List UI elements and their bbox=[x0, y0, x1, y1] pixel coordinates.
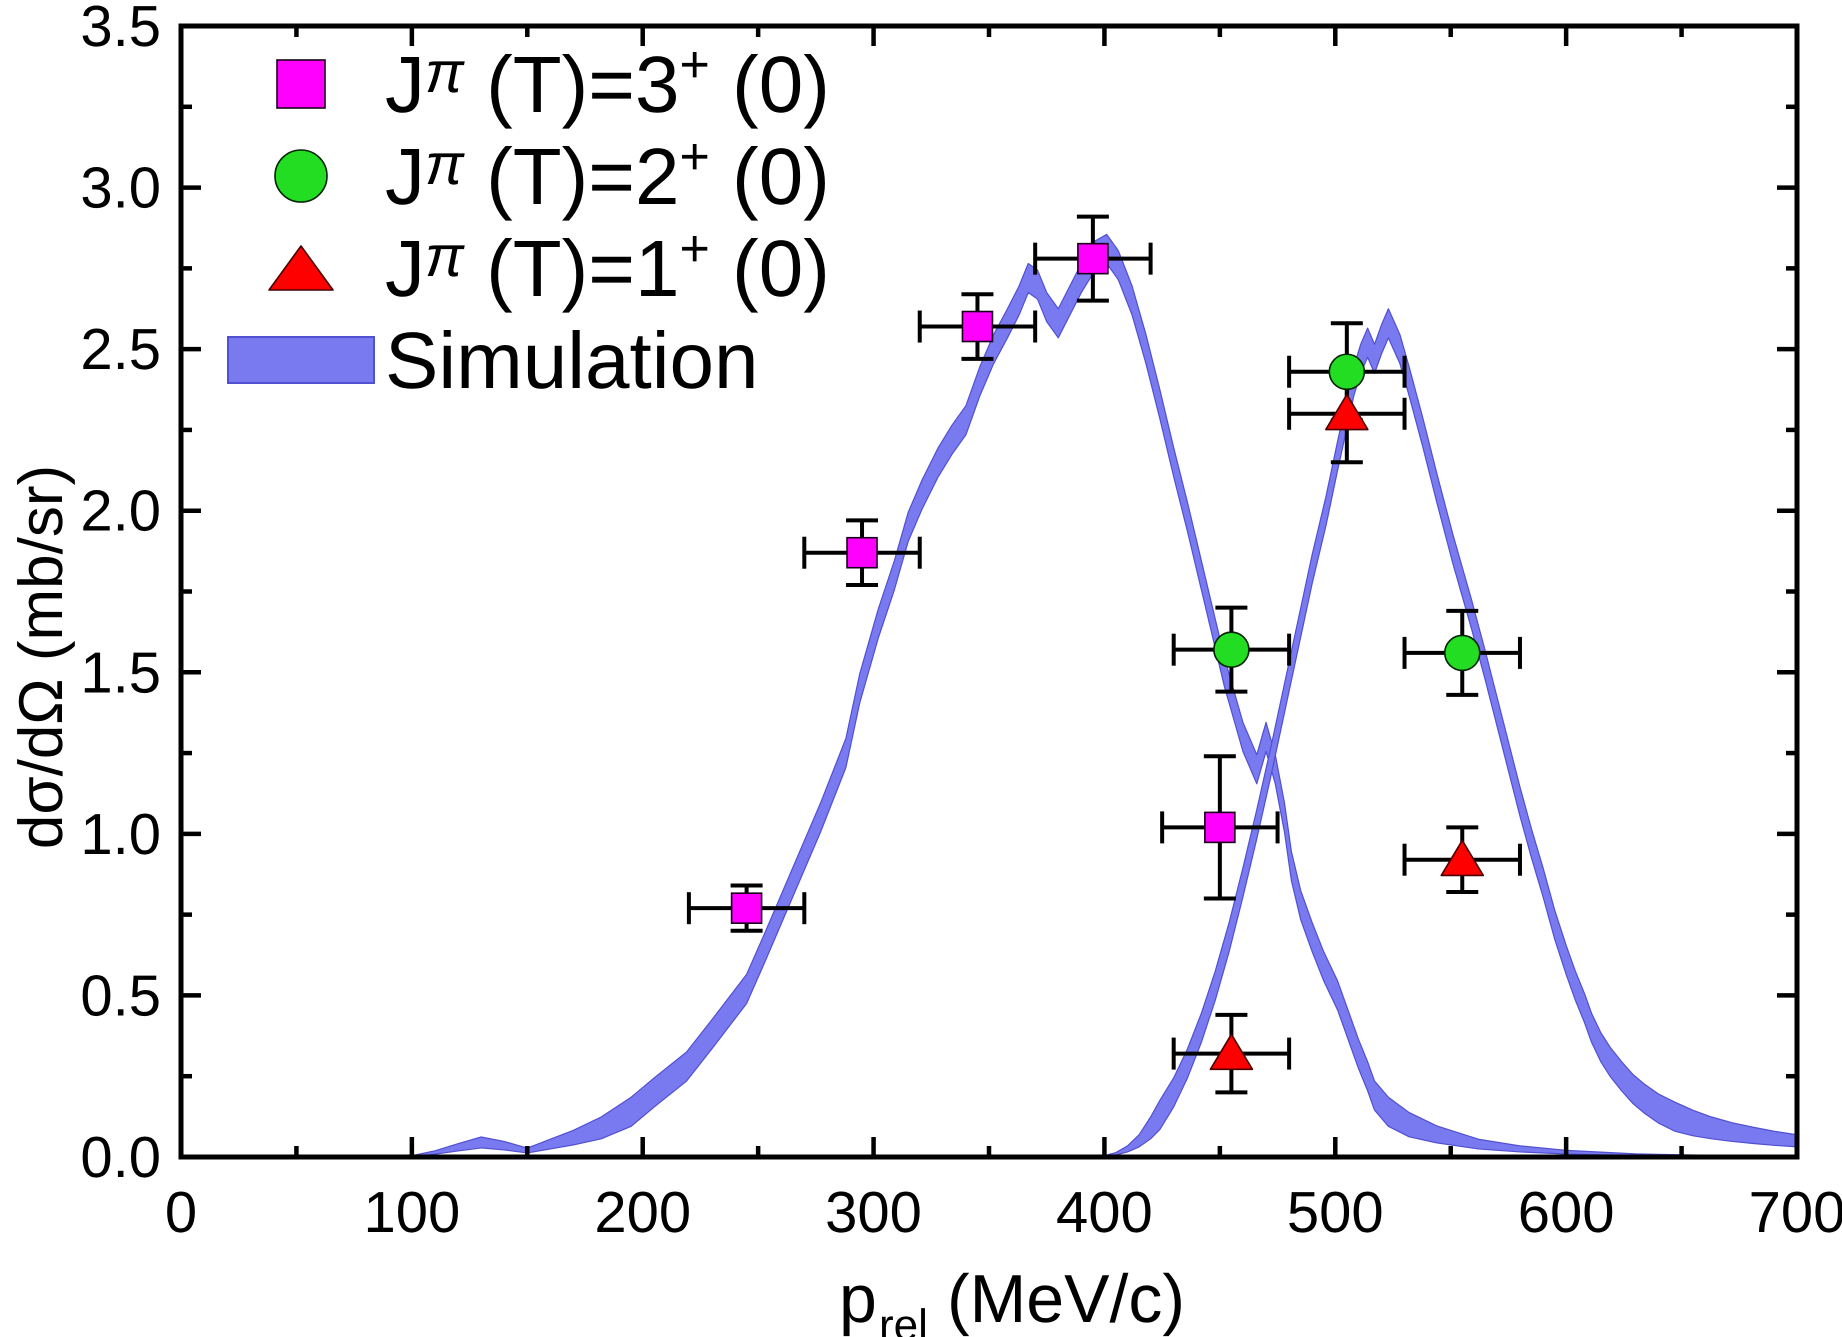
svg-text:300: 300 bbox=[825, 1180, 922, 1245]
svg-text:700: 700 bbox=[1749, 1180, 1842, 1245]
svg-text:1.0: 1.0 bbox=[80, 802, 161, 867]
svg-text:rel: rel bbox=[879, 1301, 928, 1337]
svg-text:400: 400 bbox=[1056, 1180, 1153, 1245]
svg-text:(MeV/c): (MeV/c) bbox=[947, 1261, 1185, 1337]
svg-text:0: 0 bbox=[165, 1180, 197, 1245]
svg-text:2.0: 2.0 bbox=[80, 479, 161, 544]
svg-text:2.5: 2.5 bbox=[80, 317, 161, 382]
svg-text:100: 100 bbox=[363, 1180, 460, 1245]
svg-text:Jπ (T)=3+ (0): Jπ (T)=3+ (0) bbox=[385, 36, 830, 129]
svg-text:dσ/dΩ (mb/sr): dσ/dΩ (mb/sr) bbox=[7, 465, 76, 849]
svg-text:Jπ (T)=1+ (0): Jπ (T)=1+ (0) bbox=[385, 220, 830, 313]
svg-text:Jπ (T)=2+ (0): Jπ (T)=2+ (0) bbox=[385, 128, 830, 221]
svg-text:500: 500 bbox=[1287, 1180, 1384, 1245]
svg-text:600: 600 bbox=[1518, 1180, 1615, 1245]
svg-text:p: p bbox=[839, 1261, 877, 1337]
svg-text:3.5: 3.5 bbox=[80, 0, 161, 59]
svg-text:Simulation: Simulation bbox=[385, 316, 759, 405]
svg-text:200: 200 bbox=[594, 1180, 691, 1245]
svg-text:3.0: 3.0 bbox=[80, 156, 161, 221]
svg-text:1.5: 1.5 bbox=[80, 640, 161, 705]
svg-text:0.5: 0.5 bbox=[80, 963, 161, 1028]
svg-text:0.0: 0.0 bbox=[80, 1125, 161, 1190]
